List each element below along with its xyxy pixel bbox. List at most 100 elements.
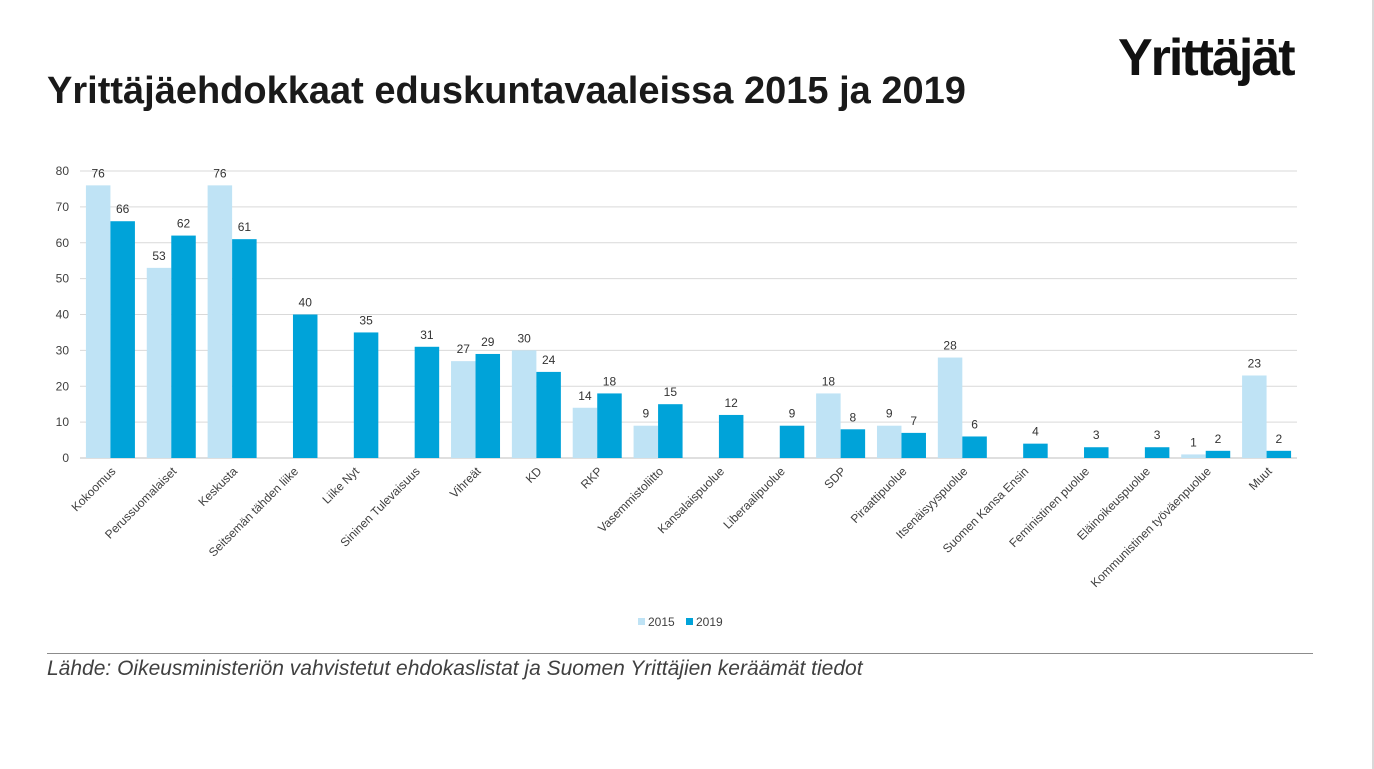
- legend-label: 2019: [696, 615, 723, 629]
- data-label: 23: [1248, 356, 1262, 370]
- bar-2015: [1242, 375, 1267, 458]
- x-tick-label: Piraattipuolue: [848, 464, 910, 526]
- data-label: 30: [517, 331, 531, 345]
- bar-2019: [232, 239, 257, 458]
- bar-2015: [816, 393, 841, 458]
- data-label: 35: [359, 313, 373, 327]
- bar-2019: [1144, 447, 1170, 458]
- bar-2019: [353, 332, 379, 458]
- data-label: 9: [789, 407, 796, 421]
- x-tick-label: RKP: [578, 464, 605, 491]
- data-label: 29: [481, 335, 495, 349]
- data-label: 14: [578, 389, 592, 403]
- bar-2019: [658, 404, 683, 458]
- legend-swatch-2019: [686, 618, 693, 625]
- x-tick-label: Keskusta: [195, 464, 240, 509]
- x-tick-label: KD: [523, 464, 545, 486]
- data-label: 40: [299, 296, 313, 310]
- gridlines: [80, 170, 1297, 459]
- x-tick-label: Liberaalipuolue: [720, 464, 788, 532]
- bar-2019: [1023, 443, 1048, 458]
- data-label: 27: [457, 342, 471, 356]
- data-label: 3: [1093, 428, 1100, 442]
- data-label: 2: [1275, 432, 1282, 446]
- bar-2019: [1205, 450, 1231, 458]
- data-label: 76: [91, 166, 105, 180]
- bar-2019: [1266, 450, 1292, 458]
- bar-2015: [572, 407, 598, 458]
- data-label: 12: [724, 396, 738, 410]
- data-label: 76: [213, 166, 227, 180]
- legend-swatch-2015: [638, 618, 645, 625]
- y-tick-label: 50: [56, 272, 70, 286]
- x-tick-label: Vihreät: [447, 464, 484, 501]
- x-tick-label: Muut: [1246, 464, 1275, 493]
- bar-2015: [85, 185, 111, 458]
- bar-2019: [414, 346, 440, 458]
- data-label: 1: [1190, 435, 1197, 449]
- data-label: 9: [886, 407, 893, 421]
- x-tick-label: Liike Nyt: [320, 464, 363, 507]
- data-label: 7: [910, 414, 917, 428]
- bar-2019: [1084, 447, 1109, 458]
- bar-2015: [633, 425, 659, 458]
- data-label: 61: [238, 220, 252, 234]
- bar-2015: [451, 361, 476, 458]
- bar-2015: [207, 185, 233, 458]
- bar-2019: [536, 371, 561, 458]
- bar-2019: [292, 314, 318, 458]
- data-label: 15: [664, 385, 678, 399]
- y-tick-label: 10: [56, 415, 70, 429]
- bar-2019: [840, 429, 866, 458]
- legend: 2015 2019: [638, 615, 723, 629]
- x-tick-label: Kokoomus: [69, 464, 119, 514]
- bar-2015: [511, 350, 537, 458]
- x-tick-label: Kommunistinen työväenpuolue: [1088, 464, 1214, 590]
- source-note: Lähde: Oikeusministeriön vahvistetut ehd…: [47, 657, 863, 680]
- x-tick-label: Kansalaispuolue: [655, 464, 727, 536]
- data-label: 18: [822, 374, 836, 388]
- x-tick-label: SDP: [821, 464, 848, 491]
- y-tick-label: 40: [56, 308, 70, 322]
- bar-2015: [937, 357, 963, 458]
- y-tick-label: 60: [56, 236, 70, 250]
- bar-2019: [779, 425, 805, 458]
- chart-title: Yrittäjäehdokkaat eduskuntavaaleissa 201…: [47, 70, 966, 112]
- data-label: 28: [943, 339, 957, 353]
- data-label: 18: [603, 374, 617, 388]
- source-divider: [47, 653, 1313, 654]
- bar-2015: [146, 267, 172, 458]
- data-label: 6: [971, 417, 978, 431]
- y-tick-label: 80: [56, 164, 70, 178]
- y-tick-label: 20: [56, 379, 70, 393]
- y-tick-label: 70: [56, 200, 70, 214]
- bar-2019: [475, 353, 501, 458]
- y-tick-label: 0: [62, 451, 69, 465]
- data-label: 53: [152, 249, 166, 263]
- data-label: 24: [542, 353, 556, 367]
- bar-2015: [1181, 454, 1206, 458]
- bars: [85, 185, 1292, 458]
- bar-2015: [876, 425, 902, 458]
- bar-2019: [171, 235, 196, 458]
- data-label: 4: [1032, 425, 1039, 439]
- legend-label: 2015: [648, 615, 675, 629]
- y-axis-ticks: 0 10 20 30 40 50 60 70 80: [56, 164, 70, 465]
- data-label: 8: [850, 410, 857, 424]
- data-label: 2: [1215, 432, 1222, 446]
- data-label: 3: [1154, 428, 1161, 442]
- data-label: 9: [642, 407, 649, 421]
- y-tick-label: 30: [56, 343, 70, 357]
- bar-2019: [110, 221, 135, 458]
- data-label: 62: [177, 217, 191, 231]
- data-label: 66: [116, 202, 130, 216]
- bar-2019: [718, 414, 744, 458]
- bar-2019: [901, 432, 926, 458]
- slide-edge: [1372, 0, 1374, 769]
- data-label: 31: [420, 328, 434, 342]
- yrittajat-logo: Yrittäjät: [1118, 29, 1296, 87]
- bar-2019: [597, 393, 622, 458]
